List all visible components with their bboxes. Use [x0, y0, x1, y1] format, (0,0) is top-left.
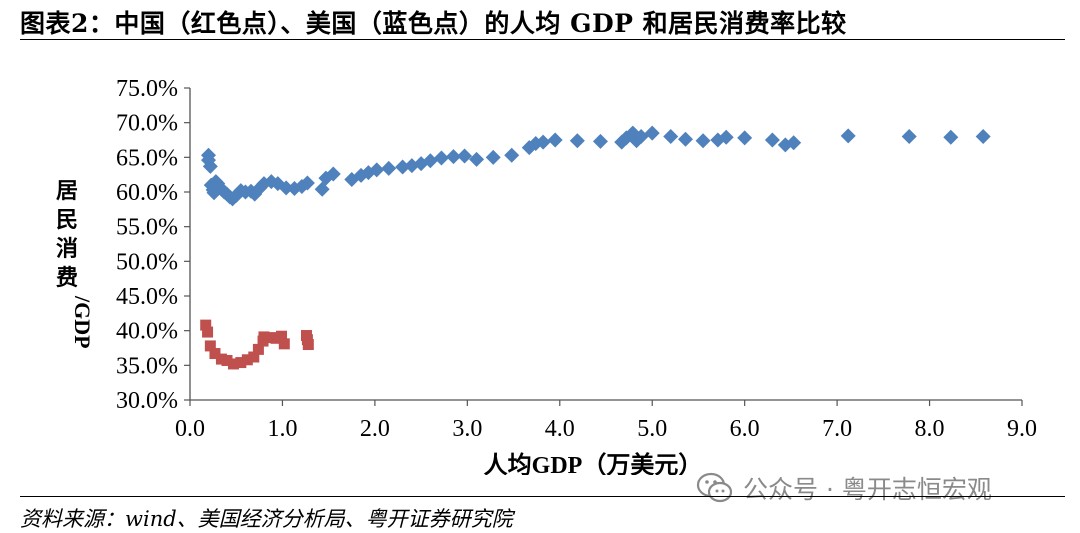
- china-data-point: [241, 354, 253, 366]
- china-data-point: [264, 332, 276, 344]
- usa-data-point: [678, 131, 694, 147]
- source-note: 资料来源：wind、美国经济分析局、粤开证券研究院: [20, 507, 513, 531]
- title-divider: [20, 39, 1065, 40]
- x-tick-label: 5.0: [637, 416, 667, 442]
- usa-data-point: [422, 153, 438, 169]
- x-tick-label: 0.0: [175, 416, 205, 442]
- x-tick-label: 6.0: [730, 416, 760, 442]
- usa-data-point: [202, 158, 218, 174]
- usa-data-point: [644, 125, 660, 141]
- usa-data-point: [504, 147, 520, 163]
- usa-data-point: [369, 162, 385, 178]
- usa-data-point: [786, 135, 802, 151]
- y-tick-label: 40.0%: [116, 319, 178, 345]
- usa-data-point: [535, 134, 551, 150]
- y-tick-label: 50.0%: [116, 249, 178, 275]
- x-axis-label: 人均GDP（万美元）: [484, 451, 703, 475]
- usa-data-point: [247, 186, 263, 202]
- x-tick-label: 3.0: [452, 416, 482, 442]
- usa-data-point: [737, 130, 753, 146]
- y-axis-label-latin: /GDP: [70, 295, 95, 349]
- usa-data-point: [381, 160, 397, 176]
- y-tick-label: 45.0%: [116, 284, 178, 310]
- usa-data-point: [629, 133, 645, 149]
- y-tick-label: 70.0%: [116, 111, 178, 137]
- china-data-point: [204, 340, 216, 352]
- usa-data-point: [695, 133, 711, 149]
- china-data-point: [235, 357, 247, 369]
- x-tick-label: 8.0: [915, 416, 945, 442]
- usa-data-point: [278, 180, 294, 196]
- usa-data-point: [718, 129, 734, 145]
- usa-data-point: [395, 159, 411, 175]
- x-tick-label: 4.0: [545, 416, 575, 442]
- china-data-point: [227, 358, 239, 370]
- chart-marks: [200, 125, 991, 370]
- x-tick-label: 2.0: [360, 416, 390, 442]
- usa-data-point: [445, 149, 461, 165]
- figure-title: 图表2：中国（红色点）、美国（蓝色点）的人均 GDP 和居民消费率比较: [20, 9, 847, 38]
- usa-data-point: [469, 151, 485, 167]
- usa-data-point: [764, 132, 780, 148]
- usa-data-point: [663, 129, 679, 145]
- watermark-text: 公众号 · 粤开志恒宏观: [743, 475, 992, 504]
- x-tick-label: 9.0: [1007, 416, 1037, 442]
- y-tick-label: 30.0%: [116, 388, 178, 414]
- china-data-point: [209, 348, 221, 360]
- usa-data-point: [299, 175, 315, 191]
- y-axis-label: 居民消费: [56, 178, 78, 290]
- china-data-point: [258, 331, 270, 343]
- usa-data-point: [943, 129, 959, 145]
- china-data-point: [221, 354, 233, 366]
- y-tick-label: 35.0%: [116, 353, 178, 379]
- source-divider: [20, 496, 1065, 497]
- usa-data-point: [975, 129, 991, 145]
- wechat-logo-icon: [696, 472, 733, 503]
- y-tick-label: 55.0%: [116, 215, 178, 241]
- x-tick-label: 1.0: [267, 416, 297, 442]
- y-tick-label: 65.0%: [116, 145, 178, 171]
- usa-data-point: [433, 150, 449, 166]
- china-data-point: [276, 330, 288, 342]
- usa-data-point: [344, 172, 360, 188]
- y-tick-label: 75.0%: [116, 76, 178, 102]
- china-data-point: [302, 339, 314, 351]
- china-data-point: [200, 319, 212, 331]
- china-data-point: [202, 326, 214, 338]
- china-data-point: [270, 332, 282, 344]
- usa-data-point: [592, 133, 608, 149]
- china-data-point: [215, 353, 227, 365]
- usa-data-point: [901, 129, 917, 145]
- scatter-chart: 30.0% 35.0% 40.0% 45.0% 50.0% 55.0% 60.0% 65.0%…: [56, 76, 1037, 479]
- usa-data-point: [840, 128, 856, 144]
- x-tick-label: 7.0: [822, 416, 852, 442]
- usa-data-point: [457, 148, 473, 164]
- chart-axes: 30.0% 35.0% 40.0% 45.0% 50.0% 55.0% 60.0% 65.0%…: [116, 76, 1037, 442]
- watermark: 公众号 · 粤开志恒宏观: [695, 466, 992, 510]
- y-tick-label: 60.0%: [116, 180, 178, 206]
- china-data-point: [252, 343, 264, 355]
- usa-data-point: [485, 149, 501, 165]
- usa-data-point: [325, 166, 341, 182]
- usa-data-point: [547, 132, 563, 148]
- usa-data-point: [633, 129, 649, 145]
- china-data-point: [278, 338, 290, 350]
- usa-data-point: [569, 133, 585, 149]
- china-data-point: [248, 351, 260, 363]
- chart-area: 30.0% 35.0% 40.0% 45.0% 50.0% 55.0% 60.0% 65.0%…: [0, 45, 1080, 479]
